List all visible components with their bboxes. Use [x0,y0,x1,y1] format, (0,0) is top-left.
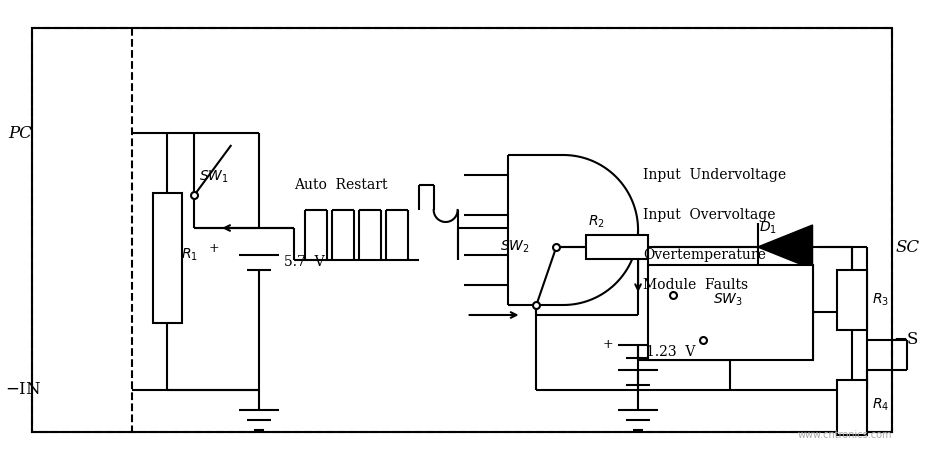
Text: $R_2$: $R_2$ [588,214,605,230]
Text: $R_3$: $R_3$ [872,292,889,308]
Text: $SW_1$: $SW_1$ [199,169,229,185]
Bar [837,270,868,330]
Text: Input  Undervoltage: Input Undervoltage [643,168,786,182]
Text: www.cntronics.com: www.cntronics.com [798,430,893,440]
Text: Overtemperature: Overtemperature [643,248,766,262]
Text: $R_4$: $R_4$ [872,397,890,413]
Text: Auto  Restart: Auto Restart [294,178,388,192]
Bar [648,265,812,360]
Text: SC: SC [895,238,920,256]
Text: $-$S: $-$S [894,331,920,349]
Bar [31,28,893,432]
Bar [31,28,893,432]
Text: $SW_3$: $SW_3$ [713,292,743,308]
Polygon shape [757,225,812,269]
Text: $R_1$: $R_1$ [181,247,198,263]
Text: $D_1$: $D_1$ [758,220,777,236]
Bar [153,193,182,323]
Text: +: + [603,339,613,351]
Text: $-$IN: $-$IN [5,381,42,399]
Text: $SW_2$: $SW_2$ [500,239,531,255]
Bar [586,235,648,259]
Bar [837,380,868,435]
Text: Input  Overvoltage: Input Overvoltage [643,208,776,222]
Text: 5.7  V: 5.7 V [284,255,325,269]
Text: +: + [208,242,219,255]
Text: PC: PC [8,124,31,142]
Text: 1.23  V: 1.23 V [646,345,695,359]
Text: Module  Faults: Module Faults [643,278,748,292]
